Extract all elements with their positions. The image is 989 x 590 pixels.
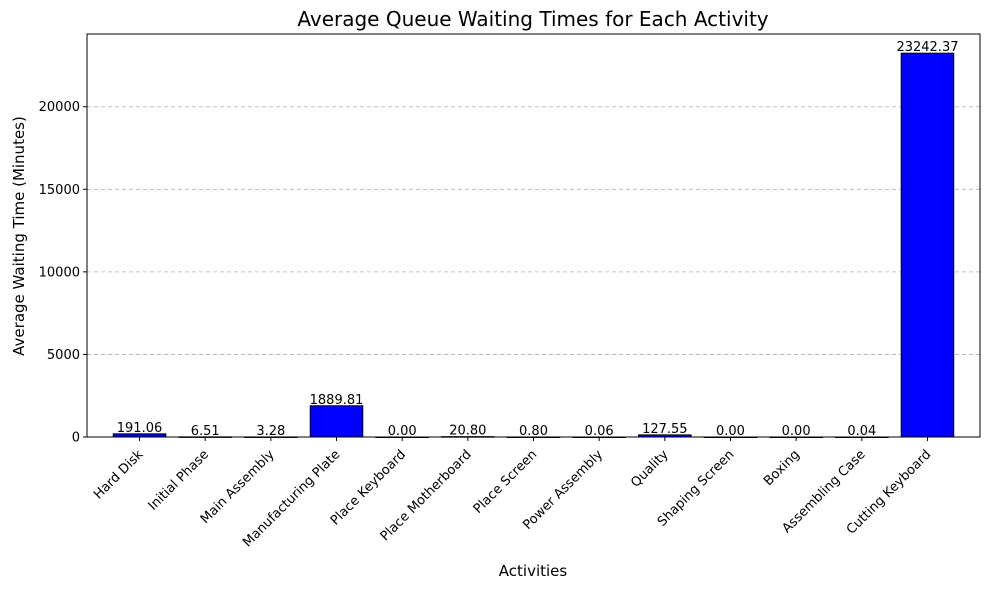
data-label: 0.80 [519, 424, 548, 439]
data-label: 0.04 [847, 424, 876, 439]
x-tick-label: Boxing [761, 447, 803, 489]
data-label-layer: 191.06 6.51 3.28 1889.81 0.00 20.80 0.80 0.06 12… [117, 40, 959, 439]
x-tick-label: Quality [628, 447, 672, 491]
x-tick-label: Initial Phase [146, 447, 212, 513]
y-axis-label: Average Waiting Time (Minutes) [10, 116, 28, 356]
y-tick-label: 20000 [39, 100, 80, 115]
y-tick-label: 10000 [39, 265, 80, 280]
data-label: 0.06 [585, 424, 614, 439]
data-label: 127.55 [642, 422, 688, 437]
y-tick-label: 15000 [39, 183, 80, 198]
data-label: 0.00 [388, 424, 417, 439]
data-label: 1889.81 [310, 393, 364, 408]
axis-layer: 0 5000 10000 15000 20000 Hard Disk Initial Pha… [39, 33, 981, 550]
data-label: 23242.37 [896, 40, 958, 55]
data-label: 0.00 [716, 424, 745, 439]
data-label: 6.51 [191, 424, 220, 439]
x-tick-label: Place Screen [471, 447, 541, 517]
bar [309, 405, 364, 438]
plot-frame [86, 33, 981, 438]
y-tick-label: 5000 [47, 348, 80, 363]
grid-layer [87, 106, 980, 438]
x-axis-label: Activities [499, 562, 568, 580]
y-tick-label: 0 [72, 431, 80, 446]
data-label: 3.28 [256, 424, 285, 439]
data-label: 20.80 [449, 424, 486, 439]
bar-layer [112, 52, 955, 438]
chart-title: Average Queue Waiting Times for Each Act… [297, 7, 768, 31]
bar [900, 52, 955, 438]
data-label: 0.00 [782, 424, 811, 439]
x-tick-label: Hard Disk [91, 447, 147, 503]
data-label: 191.06 [117, 421, 163, 436]
